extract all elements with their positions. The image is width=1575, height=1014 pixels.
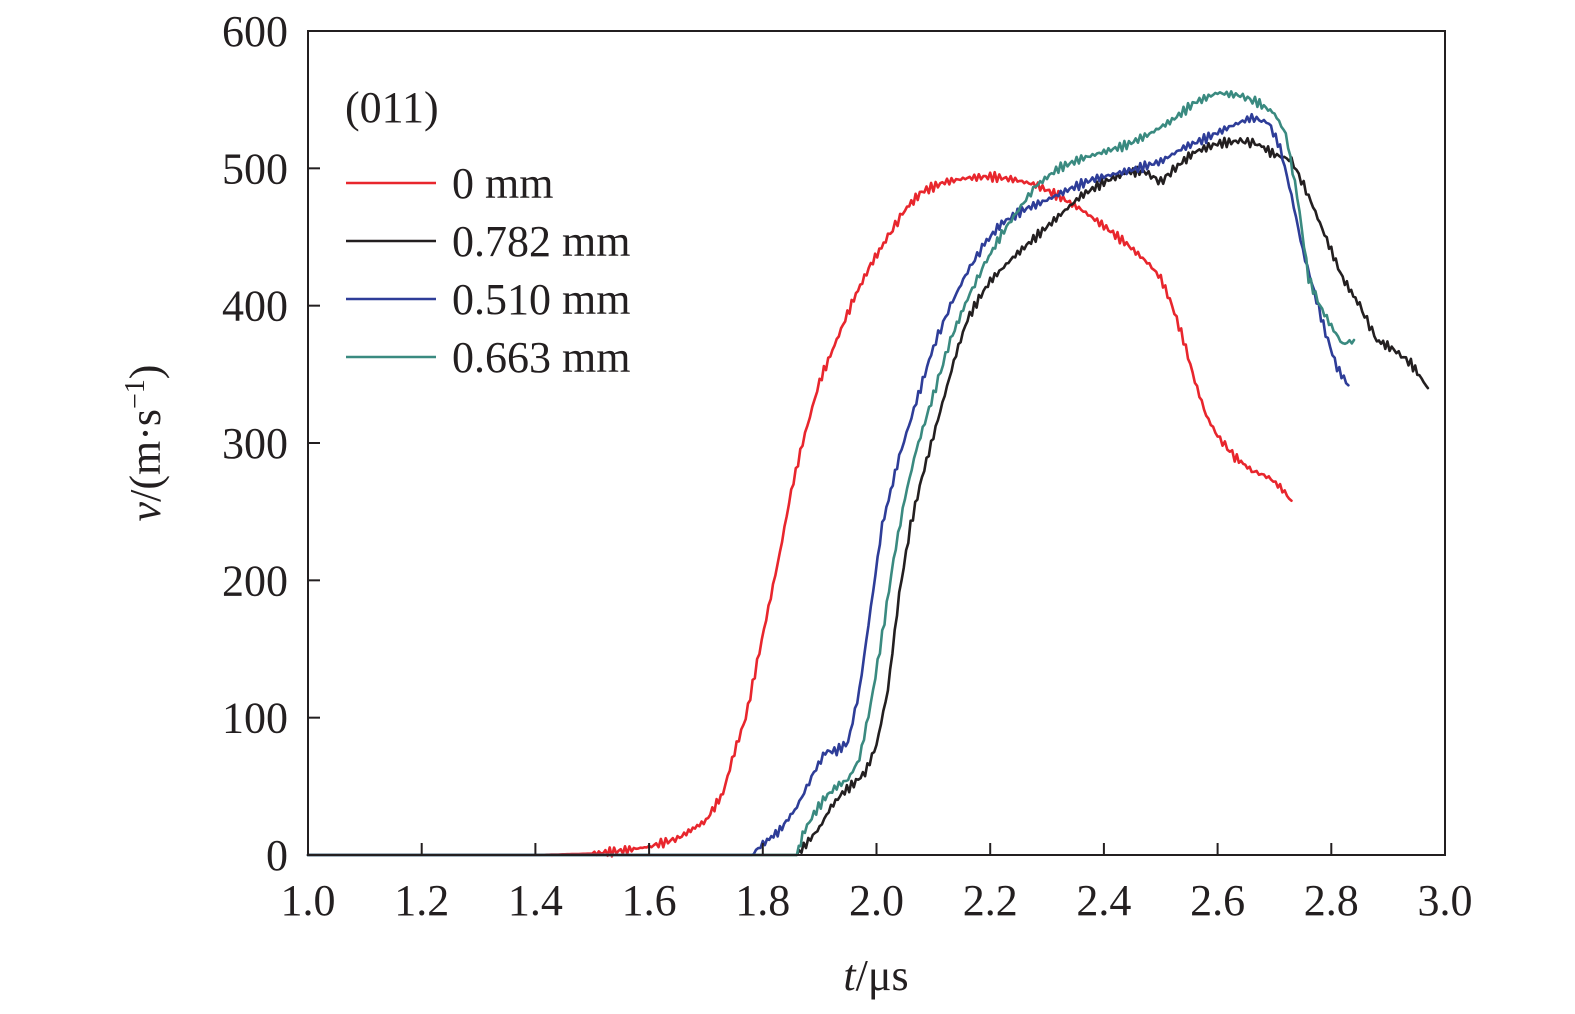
y-tick-label: 100	[222, 694, 288, 743]
x-tick-label: 2.0	[849, 876, 904, 925]
y-axis-unit-suffix: )	[121, 365, 170, 380]
y-tick-label: 200	[222, 556, 288, 605]
y-axis: 0 100 200 300 400 500 600	[222, 7, 320, 880]
y-axis-unit-superscript: −1	[120, 379, 151, 409]
x-axis-label: t/μs	[843, 951, 908, 1000]
y-tick-label: 600	[222, 7, 288, 56]
y-tick-label: 0	[266, 831, 288, 880]
x-tick-label: 1.2	[394, 876, 449, 925]
x-axis-unit: /μs	[856, 951, 909, 1000]
x-tick-label: 1.6	[622, 876, 677, 925]
y-tick-label: 400	[222, 282, 288, 331]
legend: 0 mm 0.782 mm 0.510 mm 0.663 mm	[346, 159, 630, 382]
x-axis-variable: t	[843, 951, 857, 1000]
x-tick-label: 1.4	[508, 876, 563, 925]
y-axis-variable: v	[121, 501, 170, 521]
legend-label: 0.663 mm	[452, 333, 630, 382]
x-tick-label: 2.6	[1190, 876, 1245, 925]
x-tick-label: 1.8	[735, 876, 790, 925]
legend-label: 0.510 mm	[452, 275, 630, 324]
annotation-label: (011)	[345, 83, 439, 132]
legend-label: 0 mm	[452, 159, 553, 208]
legend-label: 0.782 mm	[452, 217, 630, 266]
y-tick-label: 300	[222, 419, 288, 468]
x-tick-label: 1.0	[281, 876, 336, 925]
x-tick-label: 2.4	[1076, 876, 1131, 925]
x-tick-label: 2.8	[1304, 876, 1359, 925]
y-axis-unit-prefix: /(m·s	[121, 409, 170, 502]
x-tick-label: 3.0	[1418, 876, 1473, 925]
y-tick-label: 500	[222, 144, 288, 193]
x-axis: 1.0 1.2 1.4 1.6 1.8 2.0 2.2 2.4 2.6 2.8 3.0	[281, 843, 1473, 925]
x-tick-label: 2.2	[963, 876, 1018, 925]
y-axis-label: v/(m·s−1)	[120, 365, 170, 522]
